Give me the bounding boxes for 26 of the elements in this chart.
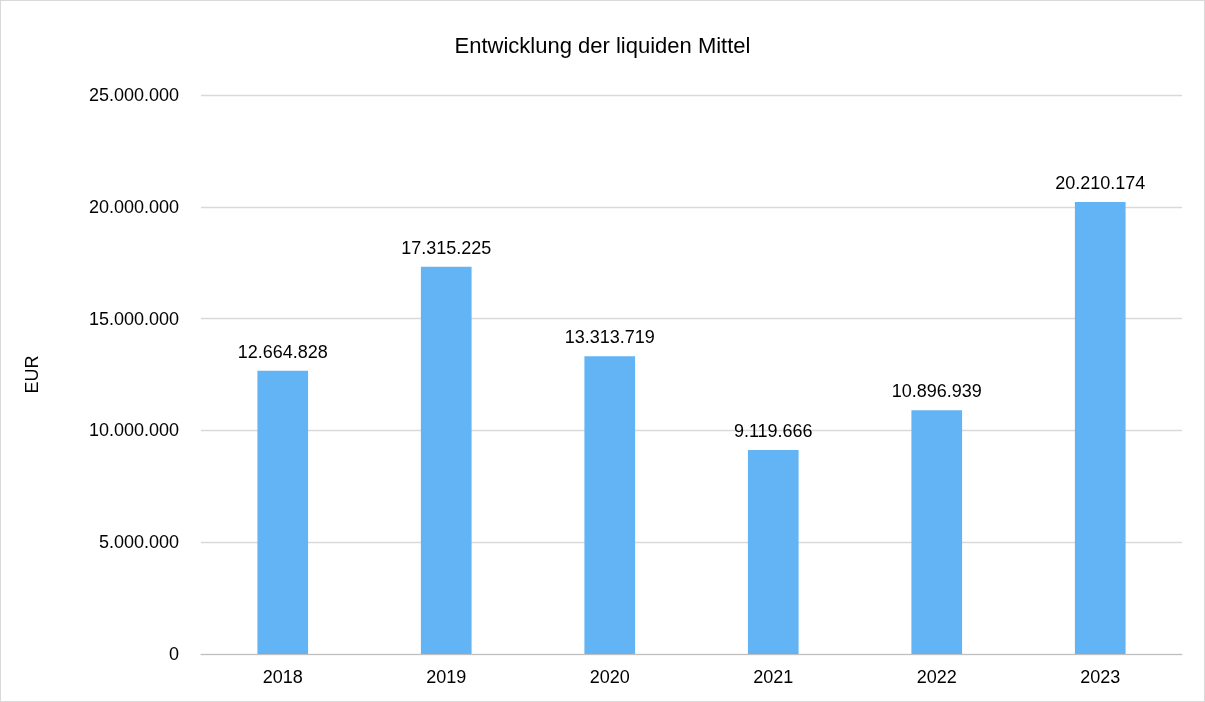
x-tick-label: 2022 [916, 667, 957, 687]
bar [257, 370, 309, 654]
bar [1074, 202, 1126, 654]
data-label: 13.313.719 [564, 327, 655, 348]
bar [584, 356, 636, 654]
bar [911, 410, 963, 654]
x-tick-label: 2019 [426, 667, 467, 687]
y-tick-label: 0 [168, 644, 179, 664]
data-label: 10.896.939 [891, 381, 982, 402]
chart-title: Entwicklung der liquiden Mittel [454, 32, 751, 58]
y-tick-label: 15.000.000 [88, 308, 179, 329]
x-tick-label: 2021 [753, 667, 794, 687]
bar [420, 266, 472, 654]
y-axis-title: EUR [22, 355, 42, 394]
y-tick-label: 20.000.000 [88, 196, 179, 217]
data-label: 17.315.225 [401, 237, 492, 258]
x-tick-label: 2023 [1080, 667, 1121, 687]
data-label: 20.210.174 [1055, 173, 1146, 194]
bar [747, 450, 799, 654]
y-tick-label: 5.000.000 [98, 532, 179, 553]
x-tick-label: 2018 [262, 667, 303, 687]
x-tick-label: 2020 [589, 667, 630, 687]
data-label: 12.664.828 [237, 341, 328, 362]
data-label: 9.119.666 [733, 421, 813, 442]
y-tick-label: 25.000.000 [88, 85, 179, 105]
y-tick-label: 10.000.000 [88, 420, 179, 441]
